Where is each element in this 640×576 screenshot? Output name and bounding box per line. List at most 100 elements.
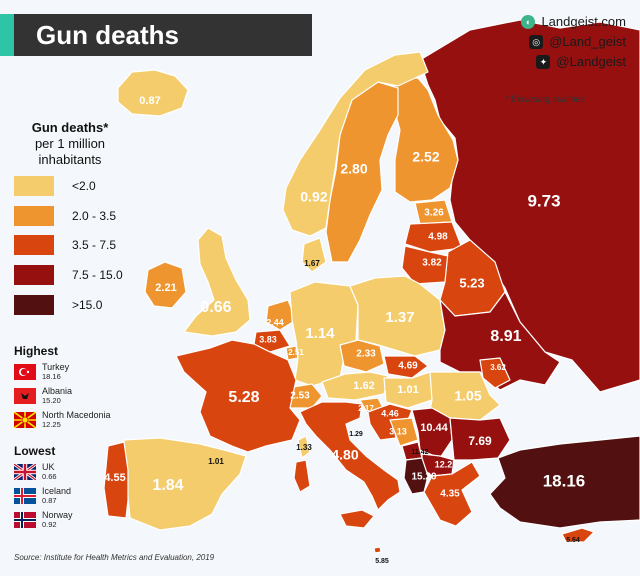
country-italy bbox=[299, 401, 401, 511]
country-belgium bbox=[253, 329, 291, 353]
value-label-czechia: 2.33 bbox=[356, 349, 376, 360]
value-label-germany: 1.14 bbox=[305, 325, 335, 342]
value-label-belarus: 5.23 bbox=[459, 275, 484, 290]
highest-entry: Turkey 18.16 bbox=[14, 362, 69, 381]
country-bosnia bbox=[389, 417, 419, 447]
country-denmark bbox=[301, 237, 327, 273]
legend-item: >15.0 bbox=[14, 294, 102, 316]
country-france bbox=[175, 339, 301, 453]
value-label-iceland: 0.87 bbox=[139, 95, 160, 107]
lowest-heading: Lowest bbox=[14, 444, 56, 458]
brand-site[interactable]: ◐ Landgeist.com bbox=[521, 14, 626, 29]
brand-twitter[interactable]: ✦ @Landgeist bbox=[536, 54, 626, 69]
value-label-portugal: 4.55 bbox=[104, 472, 125, 484]
legend-swatch bbox=[14, 206, 54, 226]
value-label-uk: 0.66 bbox=[200, 299, 231, 316]
rank-country-value: 0.92 bbox=[42, 520, 57, 529]
title-bar bbox=[0, 14, 312, 56]
value-label-malta: 5.85 bbox=[375, 558, 389, 565]
value-label-italy: 4.80 bbox=[331, 447, 358, 463]
value-label-moldova: 3.62 bbox=[490, 363, 506, 372]
value-label-romania: 1.05 bbox=[454, 388, 481, 404]
country-ukraine bbox=[439, 291, 561, 391]
legend-swatch bbox=[14, 265, 54, 285]
value-label-andorra: 1.01 bbox=[208, 457, 224, 466]
value-label-lithuania: 3.82 bbox=[422, 258, 442, 269]
country-latvia bbox=[404, 221, 463, 253]
country-norway bbox=[282, 51, 429, 237]
lowest-entry: Iceland 0.87 bbox=[14, 486, 71, 505]
instagram-icon: ◎ bbox=[529, 34, 544, 49]
value-label-austria: 1.62 bbox=[353, 380, 374, 392]
legend-label: 3.5 - 7.5 bbox=[72, 238, 117, 252]
legend-label: 7.5 - 15.0 bbox=[72, 268, 123, 282]
legend-swatch bbox=[14, 176, 54, 196]
value-label-luxembourg: 2.51 bbox=[288, 348, 304, 357]
value-label-bosnia: 3.13 bbox=[389, 426, 407, 436]
legend-title-line2: per 1 million bbox=[34, 136, 106, 151]
legend-title: Gun deaths* per 1 million inhabitants bbox=[10, 120, 130, 168]
north-macedonia-flag-icon bbox=[14, 412, 36, 428]
brand-instagram[interactable]: ◎ @Land_geist bbox=[529, 34, 626, 49]
highest-entry: North Macedonia 12.25 bbox=[14, 410, 111, 429]
country-moldova bbox=[479, 357, 511, 389]
value-label-cyprus: 5.64 bbox=[566, 537, 580, 544]
legend-item: 2.0 - 3.5 bbox=[14, 205, 116, 227]
country-iceland bbox=[117, 69, 189, 117]
island-malta bbox=[373, 546, 382, 554]
rank-country-value: 0.66 bbox=[42, 472, 57, 481]
country-czechia bbox=[339, 339, 385, 373]
rank-country-value: 0.87 bbox=[42, 496, 57, 505]
island-sardinia bbox=[293, 459, 311, 493]
source-note: Source: Institute for Health Metrics and… bbox=[14, 553, 215, 562]
rank-country-value: 18.16 bbox=[42, 372, 61, 381]
twitter-icon: ✦ bbox=[536, 54, 551, 69]
legend-title-line3: inhabitants bbox=[38, 152, 102, 167]
value-label-montenegro: 11.42 bbox=[411, 449, 428, 456]
suicide-note: * Excluding suicides bbox=[505, 94, 586, 104]
value-label-kosovo: 12.25 bbox=[435, 459, 458, 469]
rank-country-name: Norway bbox=[42, 510, 73, 520]
highest-heading: Highest bbox=[14, 344, 59, 358]
country-labels: 0.87 0.92 2.80 2.52 9.73 3.26 4.98 3.82 5.23 1.67… bbox=[104, 95, 585, 565]
value-label-slovakia: 4.69 bbox=[398, 361, 418, 372]
turkey-flag-icon bbox=[14, 364, 36, 380]
country-netherlands bbox=[265, 299, 297, 331]
landgeist-logo-icon: ◐ bbox=[521, 14, 536, 29]
country-portugal bbox=[103, 441, 129, 519]
country-romania bbox=[429, 371, 501, 421]
value-label-switzerland: 2.53 bbox=[290, 391, 310, 402]
value-label-serbia: 10.44 bbox=[420, 422, 448, 434]
value-label-poland: 1.37 bbox=[385, 309, 414, 326]
value-label-slovenia: 2.17 bbox=[358, 404, 374, 413]
value-label-croatia: 4.46 bbox=[381, 408, 399, 418]
rank-country-name: UK bbox=[42, 462, 55, 472]
rank-country-name: North Macedonia bbox=[42, 410, 111, 420]
value-label-ukraine: 8.91 bbox=[490, 328, 521, 345]
value-label-san-marino: 1.29 bbox=[349, 431, 363, 438]
value-label-russia: 9.73 bbox=[527, 191, 560, 210]
legend-swatch bbox=[14, 295, 54, 315]
value-label-netherlands: 2.44 bbox=[266, 317, 284, 327]
value-label-finland: 2.52 bbox=[412, 149, 439, 165]
lowest-entry: Norway 0.92 bbox=[14, 510, 73, 529]
brand-site-label: Landgeist.com bbox=[541, 14, 626, 29]
value-label-latvia: 4.98 bbox=[428, 232, 448, 243]
value-label-belgium: 3.83 bbox=[259, 334, 277, 344]
country-turkey bbox=[489, 435, 640, 529]
country-russia bbox=[419, 19, 640, 393]
value-label-hungary: 1.01 bbox=[397, 384, 418, 396]
rank-country-value: 12.25 bbox=[42, 420, 61, 429]
value-label-albania: 15.20 bbox=[411, 472, 436, 483]
value-label-spain: 1.84 bbox=[152, 477, 183, 494]
rank-country-name: Turkey bbox=[42, 362, 70, 372]
highest-entry: Albania 15.20 bbox=[14, 386, 72, 405]
country-serbia bbox=[411, 407, 453, 459]
country-ireland bbox=[144, 261, 187, 309]
uk-flag-icon bbox=[14, 464, 36, 480]
value-label-denmark: 1.67 bbox=[304, 259, 320, 268]
legend-swatch bbox=[14, 235, 54, 255]
title-accent bbox=[0, 14, 14, 56]
